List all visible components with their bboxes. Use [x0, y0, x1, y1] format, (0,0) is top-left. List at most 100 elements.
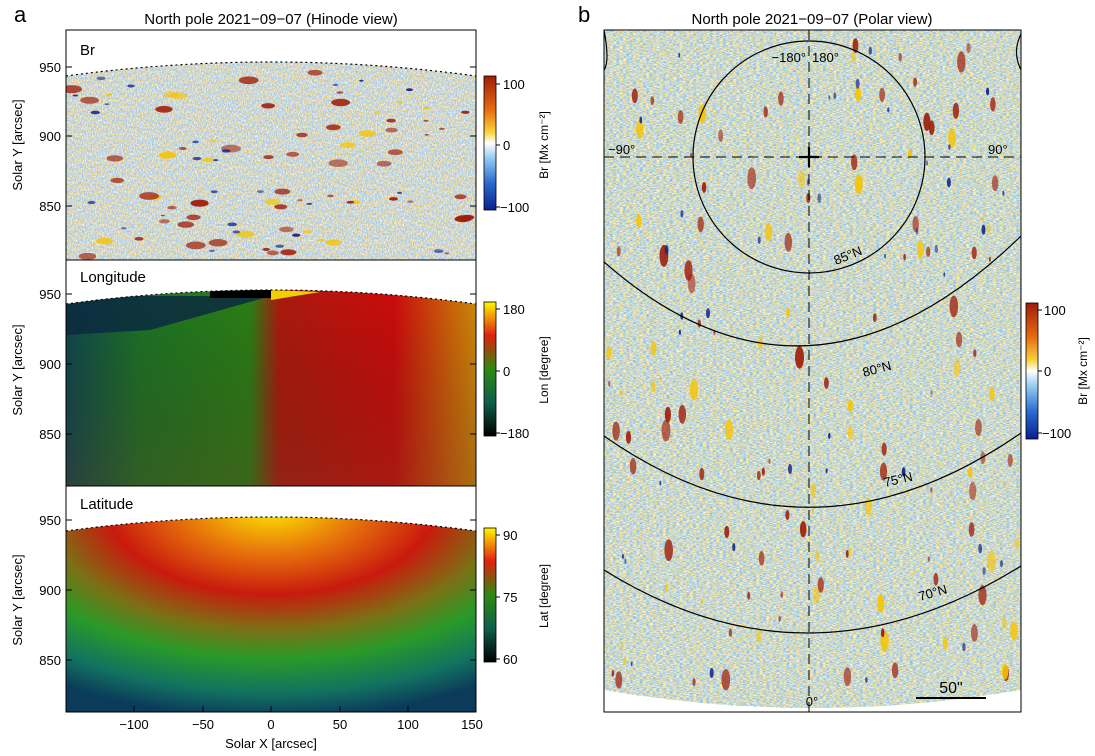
- positive-flux-patch: [303, 229, 313, 234]
- xtick-m50: −50: [192, 717, 214, 732]
- lon-black-wedge: [210, 290, 271, 298]
- polar-cbar-tick-max: 100: [1044, 303, 1066, 318]
- lon-cbar-tick-zero: 0: [503, 364, 510, 379]
- positive-flux-patch: [78, 252, 97, 260]
- positive-flux-patch: [280, 249, 297, 256]
- lat-y-label: Solar Y [arcsec]: [10, 554, 25, 645]
- positive-flux-patch: [444, 252, 450, 255]
- positive-flux-patch: [778, 615, 781, 622]
- positive-flux-patch: [812, 586, 820, 605]
- lat-cbar-tick-max: 90: [503, 528, 517, 543]
- positive-flux-patch: [339, 142, 356, 149]
- positive-flux-patch: [650, 380, 656, 393]
- br-cbar-tick-max: 100: [503, 77, 525, 92]
- positive-flux-patch: [317, 238, 325, 242]
- positive-flux-patch: [615, 671, 623, 689]
- lat-ytick-900: 900: [39, 583, 61, 598]
- positive-flux-patch: [650, 340, 657, 356]
- positive-flux-patch: [170, 92, 188, 99]
- negative-flux-patch: [868, 46, 872, 55]
- positive-flux-patch: [949, 295, 959, 318]
- negative-flux-patch: [96, 76, 106, 81]
- xtick-150: 150: [461, 717, 483, 732]
- positive-flux-patch: [274, 188, 291, 195]
- positive-flux-patch: [784, 232, 793, 252]
- positive-flux-patch: [763, 106, 768, 118]
- positive-flux-patch: [854, 174, 863, 195]
- positive-flux-patch: [202, 157, 215, 163]
- positive-flux-patch: [698, 104, 706, 124]
- negative-flux-patch: [664, 244, 669, 255]
- label-minus-90: −90°: [608, 142, 635, 157]
- positive-flux-patch: [631, 88, 638, 104]
- positive-flux-patch: [989, 386, 995, 402]
- positive-flux-patch: [851, 154, 858, 171]
- br-y-label: Solar Y [arcsec]: [10, 99, 25, 190]
- negative-flux-patch: [232, 230, 241, 234]
- br-cbar-tick-zero: 0: [503, 138, 510, 153]
- positive-flux-patch: [969, 481, 977, 500]
- positive-flux-patch: [847, 399, 854, 413]
- lat-cbar-tick-min: 60: [503, 652, 517, 667]
- negative-flux-patch: [209, 249, 216, 252]
- lon-dark-wedge: [66, 296, 271, 335]
- positive-flux-patch: [236, 230, 255, 238]
- positive-flux-patch: [606, 346, 612, 360]
- positive-flux-patch: [798, 170, 806, 188]
- positive-flux-patch: [778, 91, 784, 106]
- negative-flux-patch: [982, 566, 986, 576]
- negative-flux-patch: [227, 222, 237, 227]
- positive-flux-patch: [263, 155, 274, 160]
- positive-flux-patch: [747, 167, 756, 189]
- positive-flux-patch: [756, 629, 762, 643]
- negative-flux-patch: [1000, 560, 1003, 567]
- panel-a-letter: a: [14, 2, 27, 27]
- positive-flux-patch: [824, 377, 829, 389]
- polar-frame: [603, 29, 1022, 713]
- br-subpanel: Br 950 900 850 Solar Y [arcsec] 100 0 −1…: [10, 29, 551, 261]
- positive-flux-patch: [664, 539, 673, 562]
- negative-flux-patch: [865, 677, 868, 683]
- positive-flux-patch: [942, 637, 948, 650]
- polar-colorbar-group: 100 0 −100 Br [Mx cm⁻²]: [1025, 302, 1090, 441]
- negative-flux-patch: [256, 190, 264, 194]
- positive-flux-patch: [134, 237, 144, 241]
- negative-flux-patch: [981, 224, 986, 235]
- positive-flux-patch: [697, 216, 704, 233]
- negative-flux-patch: [943, 272, 946, 277]
- scale-bar-label: 50": [939, 680, 962, 697]
- negative-flux-patch: [817, 193, 822, 204]
- positive-flux-patch: [847, 426, 854, 440]
- negative-flux-patch: [621, 553, 625, 560]
- lat-ytick-850: 850: [39, 653, 61, 668]
- label-0: 0°: [806, 694, 818, 709]
- positive-flux-patch: [454, 194, 467, 200]
- positive-flux-patch: [926, 246, 931, 258]
- positive-flux-patch: [916, 240, 925, 259]
- lon-colorbar: [483, 301, 497, 437]
- positive-flux-patch: [105, 93, 112, 96]
- positive-flux-patch: [423, 119, 429, 122]
- positive-flux-patch: [879, 87, 885, 102]
- positive-flux-patch: [699, 467, 705, 481]
- positive-flux-patch: [879, 462, 888, 481]
- positive-flux-patch: [238, 76, 259, 85]
- positive-flux-patch: [880, 628, 885, 638]
- negative-flux-patch: [787, 463, 793, 475]
- label-75n: 75°N: [882, 469, 914, 490]
- positive-flux-patch: [456, 214, 474, 222]
- positive-flux-patch: [190, 199, 209, 207]
- positive-flux-patch: [690, 152, 693, 158]
- positive-flux-patch: [975, 419, 982, 437]
- positive-flux-patch: [461, 110, 470, 114]
- negative-flux-patch: [948, 144, 951, 150]
- positive-flux-patch: [650, 96, 655, 105]
- positive-flux-patch: [952, 102, 960, 119]
- positive-flux-patch: [423, 106, 430, 110]
- positive-flux-patch: [1010, 621, 1018, 641]
- positive-flux-patch: [139, 192, 160, 200]
- negative-flux-patch: [962, 642, 966, 652]
- positive-flux-patch: [898, 52, 902, 62]
- positive-flux-patch: [296, 132, 308, 138]
- label-minus-180: −180°: [772, 50, 806, 65]
